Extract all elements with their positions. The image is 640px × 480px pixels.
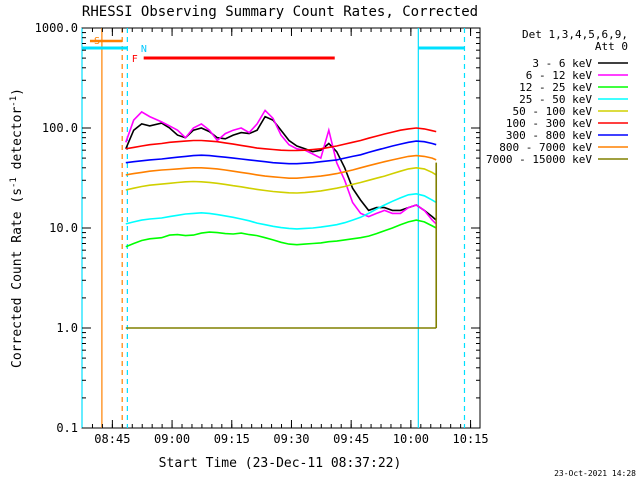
y-tick-label: 0.1	[56, 421, 78, 435]
legend-label: 800 - 7000 keV	[499, 141, 592, 154]
series-line-2	[125, 219, 437, 248]
y-axis-label: Corrected Count Rate (s-1 detector-1)	[9, 88, 25, 368]
y-axis-label-sup1: -1	[9, 177, 19, 188]
chart-title: RHESSI Observing Summary Count Rates, Co…	[82, 4, 478, 20]
x-axis-label: Start Time (23-Dec-11 08:37:22)	[159, 456, 402, 471]
x-tick-label: 08:45	[94, 432, 130, 446]
series-line-0	[125, 115, 437, 221]
legend-label: 3 - 6 keV	[532, 57, 592, 70]
x-tick-label: 09:30	[273, 432, 309, 446]
series-line-5	[125, 127, 437, 152]
y-axis-label-sup2: -1	[9, 96, 19, 107]
series-line-4	[125, 166, 437, 194]
series-line-1	[125, 109, 437, 225]
annotation-f: F	[132, 54, 138, 65]
series-line-6	[125, 140, 437, 165]
x-tick-label: 10:00	[393, 432, 429, 446]
x-tick-label: 09:45	[333, 432, 369, 446]
x-tick-label: 09:00	[154, 432, 190, 446]
axis-ticks: 08:45 09:00 09:15 09:30 09:45 10:00 10:15 0.1 1.…	[35, 21, 489, 446]
x-tick-label: 10:15	[453, 432, 489, 446]
y-axis-label-part1: Corrected Count Rate (s	[10, 188, 25, 368]
y-tick-label: 10.0	[49, 221, 78, 235]
legend-label: 50 - 100 keV	[513, 105, 593, 118]
state-annotations: S NF	[94, 36, 147, 65]
legend-label: 25 - 50 keV	[519, 93, 592, 106]
annotation-n: N	[141, 44, 147, 55]
y-axis-label-part3: )	[10, 88, 25, 96]
legend-label: 100 - 300 keV	[506, 117, 592, 130]
legend-label: 6 - 12 keV	[526, 69, 593, 82]
attenuator-state-lines	[81, 28, 466, 428]
legend-header-line2: Att 0	[595, 40, 628, 53]
series-line-7	[125, 154, 437, 179]
footer-timestamp: 23-Oct-2021 14:28	[554, 469, 636, 478]
x-tick-label: 09:15	[214, 432, 250, 446]
legend-label: 7000 - 15000 keV	[486, 153, 592, 166]
legend-label: 12 - 25 keV	[519, 81, 592, 94]
y-tick-label: 1000.0	[35, 21, 78, 35]
y-tick-label: 100.0	[42, 121, 78, 135]
legend-label: 300 - 800 keV	[506, 129, 592, 142]
legend-header-line1: Det 1,3,4,5,6,9,	[522, 28, 628, 41]
annotation-s: S	[94, 36, 100, 47]
series-layer	[125, 109, 438, 329]
series-line-3	[125, 192, 437, 230]
y-axis-label-part2: detector	[10, 107, 25, 178]
y-tick-label: 1.0	[56, 321, 78, 335]
